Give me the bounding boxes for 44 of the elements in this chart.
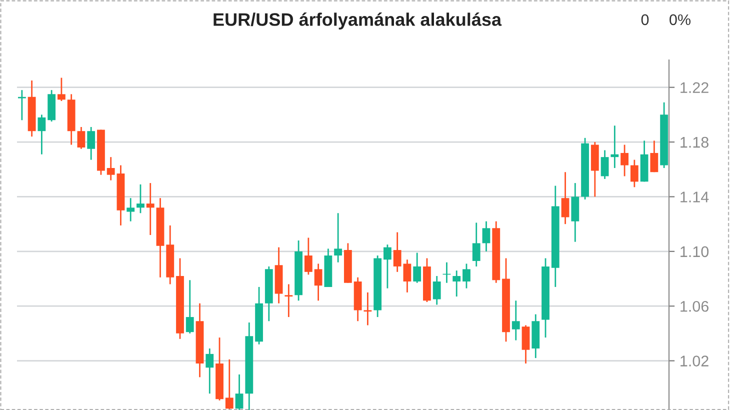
candlestick bbox=[38, 114, 46, 156]
candlestick bbox=[384, 244, 392, 290]
y-tick-label: 1.06 bbox=[680, 300, 708, 312]
candlestick bbox=[364, 292, 372, 326]
candlestick bbox=[206, 348, 214, 394]
candlestick bbox=[650, 140, 658, 173]
candlestick bbox=[452, 270, 461, 298]
y-tick-label: 1.10 bbox=[680, 246, 709, 258]
candlestick bbox=[561, 171, 570, 225]
candlestick bbox=[146, 182, 154, 236]
y-tick-label: 1.22 bbox=[680, 82, 708, 93]
y-tick-label: 1.02 bbox=[680, 356, 708, 366]
candlestick bbox=[512, 300, 520, 341]
candlestick bbox=[284, 284, 293, 318]
candlestick bbox=[620, 144, 628, 177]
chart-title: EUR/USD árfolyamának alakulása bbox=[214, 12, 502, 30]
candlestick bbox=[600, 150, 609, 180]
candlestick bbox=[472, 222, 480, 268]
y-tick-label: 1.18 bbox=[680, 136, 708, 148]
candlestick bbox=[393, 232, 402, 273]
candlestick bbox=[186, 279, 194, 334]
candlestick bbox=[610, 124, 619, 169]
candlestick bbox=[235, 374, 244, 410]
candlestick bbox=[304, 237, 312, 276]
candlestick bbox=[630, 159, 638, 188]
candlestick bbox=[314, 263, 322, 302]
text: 0% bbox=[670, 14, 690, 26]
candlestick bbox=[126, 197, 135, 222]
candlestick bbox=[482, 220, 490, 252]
candlestick bbox=[462, 263, 470, 290]
candlestick bbox=[58, 77, 66, 102]
candlestick bbox=[18, 89, 26, 121]
candlestick bbox=[87, 126, 96, 160]
candlestick bbox=[432, 275, 441, 306]
candlestick bbox=[413, 252, 422, 284]
candlestick bbox=[403, 258, 412, 294]
candlestick bbox=[334, 212, 342, 264]
candlestick bbox=[106, 156, 115, 182]
candlestick bbox=[522, 324, 530, 364]
candlestick bbox=[225, 358, 234, 410]
text: 0 bbox=[641, 14, 649, 26]
candlestick bbox=[136, 184, 144, 214]
candlestick bbox=[77, 126, 86, 150]
y-tick-label: 1.14 bbox=[680, 192, 709, 202]
